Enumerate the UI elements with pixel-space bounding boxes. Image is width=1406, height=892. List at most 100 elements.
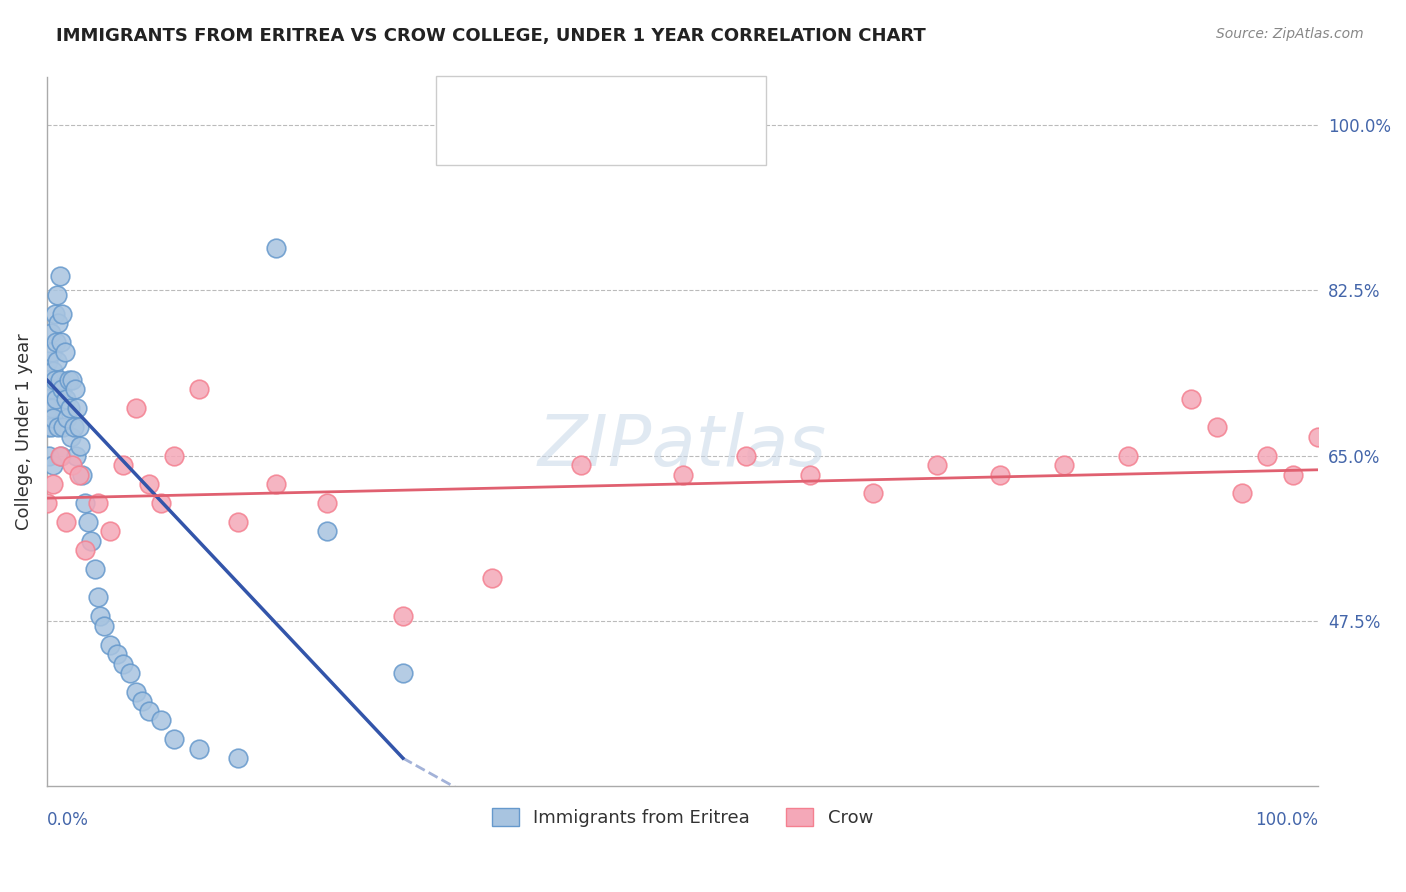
Point xyxy=(1308,430,1330,444)
Point xyxy=(264,241,287,255)
Point xyxy=(67,420,90,434)
Point xyxy=(41,401,63,416)
Point xyxy=(42,477,65,491)
Point xyxy=(125,401,148,416)
Point xyxy=(38,373,60,387)
Point xyxy=(100,524,122,539)
Point xyxy=(44,373,66,387)
Point xyxy=(45,335,67,350)
Point xyxy=(150,714,173,728)
Point xyxy=(163,449,186,463)
Point xyxy=(125,685,148,699)
Text: 0.0%: 0.0% xyxy=(46,812,89,830)
Point xyxy=(925,458,948,472)
Point xyxy=(76,515,98,529)
Point xyxy=(38,449,60,463)
Point xyxy=(48,268,70,283)
Point xyxy=(112,458,135,472)
Point xyxy=(37,401,59,416)
Point xyxy=(58,373,80,387)
Point xyxy=(35,383,58,397)
Point xyxy=(42,410,65,425)
Point xyxy=(73,496,96,510)
Point xyxy=(65,449,87,463)
Text: 100.0%: 100.0% xyxy=(1256,812,1319,830)
Point xyxy=(48,373,70,387)
Point xyxy=(264,477,287,491)
Point xyxy=(42,363,65,377)
Point xyxy=(1116,449,1139,463)
Text: R = -0.336   N = 65: R = -0.336 N = 65 xyxy=(496,93,686,111)
Point xyxy=(60,458,83,472)
Point xyxy=(49,335,72,350)
Point xyxy=(46,354,69,368)
Point xyxy=(799,467,821,482)
Point xyxy=(735,449,758,463)
Point xyxy=(46,316,69,330)
Point xyxy=(63,383,86,397)
Point xyxy=(60,373,83,387)
Point xyxy=(163,732,186,747)
Point xyxy=(51,307,73,321)
Point xyxy=(84,562,107,576)
Point xyxy=(671,467,693,482)
Point xyxy=(862,486,884,500)
Point xyxy=(38,410,60,425)
Point xyxy=(56,410,79,425)
Point xyxy=(481,572,503,586)
Point xyxy=(990,467,1012,482)
Point xyxy=(67,467,90,482)
Point xyxy=(53,344,76,359)
Text: Source: ZipAtlas.com: Source: ZipAtlas.com xyxy=(1216,27,1364,41)
Point xyxy=(87,591,110,605)
Point xyxy=(59,401,82,416)
Point xyxy=(392,666,415,681)
Point xyxy=(45,392,67,406)
Point xyxy=(69,439,91,453)
Point xyxy=(100,638,122,652)
Point xyxy=(39,326,62,340)
Point xyxy=(188,383,211,397)
Point xyxy=(89,609,111,624)
Point xyxy=(392,609,415,624)
Point xyxy=(44,307,66,321)
Point xyxy=(1282,467,1305,482)
Point xyxy=(315,496,337,510)
Point xyxy=(62,420,84,434)
Point xyxy=(188,741,211,756)
Legend: Immigrants from Eritrea, Crow: Immigrants from Eritrea, Crow xyxy=(485,800,880,834)
Point xyxy=(35,496,58,510)
Point xyxy=(41,344,63,359)
Point xyxy=(87,496,110,510)
Point xyxy=(37,354,59,368)
Point xyxy=(72,467,94,482)
Point xyxy=(55,515,77,529)
Point xyxy=(51,383,73,397)
Point xyxy=(112,657,135,671)
Text: R =  0.123   N = 35: R = 0.123 N = 35 xyxy=(496,128,686,146)
Point xyxy=(315,524,337,539)
Point xyxy=(66,401,89,416)
Point xyxy=(150,496,173,510)
Point xyxy=(35,420,58,434)
Point xyxy=(52,420,75,434)
Point xyxy=(105,647,128,661)
Point xyxy=(138,704,160,718)
Point xyxy=(46,420,69,434)
Point xyxy=(1256,449,1278,463)
Point xyxy=(1230,486,1253,500)
Point xyxy=(42,458,65,472)
Point xyxy=(39,420,62,434)
Point xyxy=(226,515,249,529)
Point xyxy=(131,694,153,708)
Y-axis label: College, Under 1 year: College, Under 1 year xyxy=(15,334,32,531)
Point xyxy=(226,751,249,765)
Text: ZIPatlas: ZIPatlas xyxy=(538,411,827,481)
Point xyxy=(1205,420,1227,434)
Point xyxy=(1180,392,1202,406)
Point xyxy=(118,666,141,681)
Point xyxy=(49,449,72,463)
Point xyxy=(138,477,160,491)
Point xyxy=(39,383,62,397)
Point xyxy=(1053,458,1076,472)
